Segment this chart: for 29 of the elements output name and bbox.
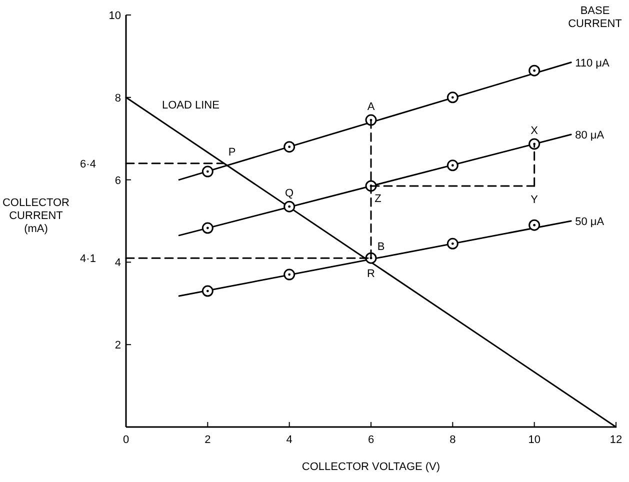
x-tick-label: 4 <box>286 434 292 446</box>
y-tick-label: 4 <box>114 257 121 270</box>
x-tick-label: 6 <box>368 434 374 446</box>
series-label: 50 μA <box>575 216 605 228</box>
annotation: 4·1 <box>80 253 96 266</box>
annotation: A <box>367 101 376 114</box>
x-tick-label: 2 <box>204 434 211 446</box>
y-tick-label: 6 <box>114 174 121 187</box>
x-tick-label: 0 <box>122 434 130 446</box>
y-tick-label: 8 <box>114 92 121 104</box>
series-label: 80 μA <box>575 129 605 142</box>
annotation: P <box>228 146 236 158</box>
y-tick-label: 2 <box>114 340 121 352</box>
annotation: R <box>367 268 376 280</box>
annotation: X <box>530 124 539 137</box>
annotation: Q <box>285 188 294 200</box>
x-tick-label: 12 <box>610 434 622 446</box>
x-tick-label: 10 <box>528 434 540 446</box>
legend-title: BASE CURRENT <box>568 5 622 30</box>
series-label: 110 μA <box>575 57 610 70</box>
annotation: Z <box>374 192 382 205</box>
annotation: B <box>377 241 385 254</box>
y-axis-title: COLLECTOR CURRENT (mA) <box>2 197 70 235</box>
annotation: Y <box>530 194 539 206</box>
x-tick-label: 8 <box>450 434 456 446</box>
x-axis-title: COLLECTOR VOLTAGE (V) <box>302 461 440 473</box>
series-label: LOAD LINE <box>162 99 220 112</box>
y-tick-label: 10 <box>108 10 121 22</box>
annotation: 6·4 <box>80 158 96 170</box>
